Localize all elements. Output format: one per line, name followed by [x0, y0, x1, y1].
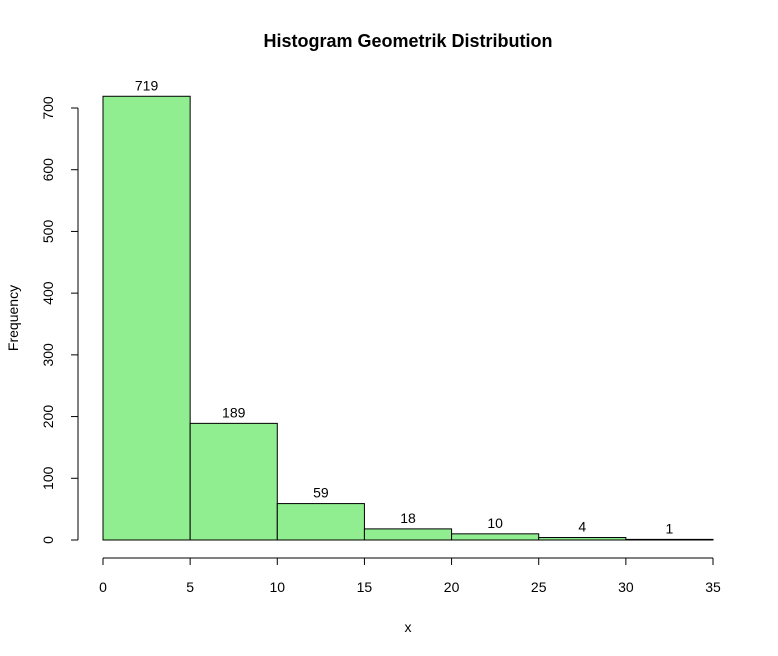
bar-10-15: [276, 503, 365, 541]
bars-group: [102, 95, 714, 541]
bar-5-10: [189, 422, 278, 541]
bar-labels-group: 719 189 59 18 10 4 1: [135, 77, 674, 536]
bar-15-20: [363, 528, 453, 541]
bar-value-label: 18: [400, 510, 416, 526]
bar-value-label: 59: [313, 485, 329, 501]
x-tick-label: 20: [444, 579, 460, 595]
y-tick-label: 100: [40, 466, 56, 490]
bar-25-30: [538, 537, 627, 541]
y-tick-label: 500: [40, 220, 56, 244]
y-axis: 0 100 200 300 400 500 600 700: [40, 96, 79, 544]
bar-value-label: 1: [666, 520, 674, 536]
bar-value-label: 10: [487, 515, 503, 531]
y-tick-label: 400: [40, 281, 56, 305]
x-tick-label: 0: [99, 579, 107, 595]
x-tick-label: 5: [186, 579, 194, 595]
y-tick-label: 0: [40, 536, 56, 544]
y-tick-label: 300: [40, 343, 56, 367]
bar-0-5: [102, 95, 191, 541]
y-tick-label: 700: [40, 96, 56, 120]
chart-title: Histogram Geometrik Distribution: [263, 31, 552, 51]
bar-30-35: [625, 538, 714, 541]
x-tick-label: 10: [269, 579, 285, 595]
y-tick-label: 600: [40, 158, 56, 182]
bar-value-label: 4: [578, 519, 586, 535]
bar-value-label: 719: [135, 77, 159, 93]
bar-20-25: [451, 533, 540, 541]
x-axis: 0 5 10 15 20 25 30 35: [99, 557, 721, 595]
y-axis-label: Frequency: [5, 285, 21, 351]
x-tick-label: 15: [357, 579, 373, 595]
x-tick-label: 30: [618, 579, 634, 595]
x-tick-label: 35: [705, 579, 721, 595]
x-axis-label: x: [405, 619, 412, 635]
bar-value-label: 189: [222, 404, 246, 420]
x-tick-label: 25: [531, 579, 547, 595]
y-tick-label: 200: [40, 405, 56, 429]
